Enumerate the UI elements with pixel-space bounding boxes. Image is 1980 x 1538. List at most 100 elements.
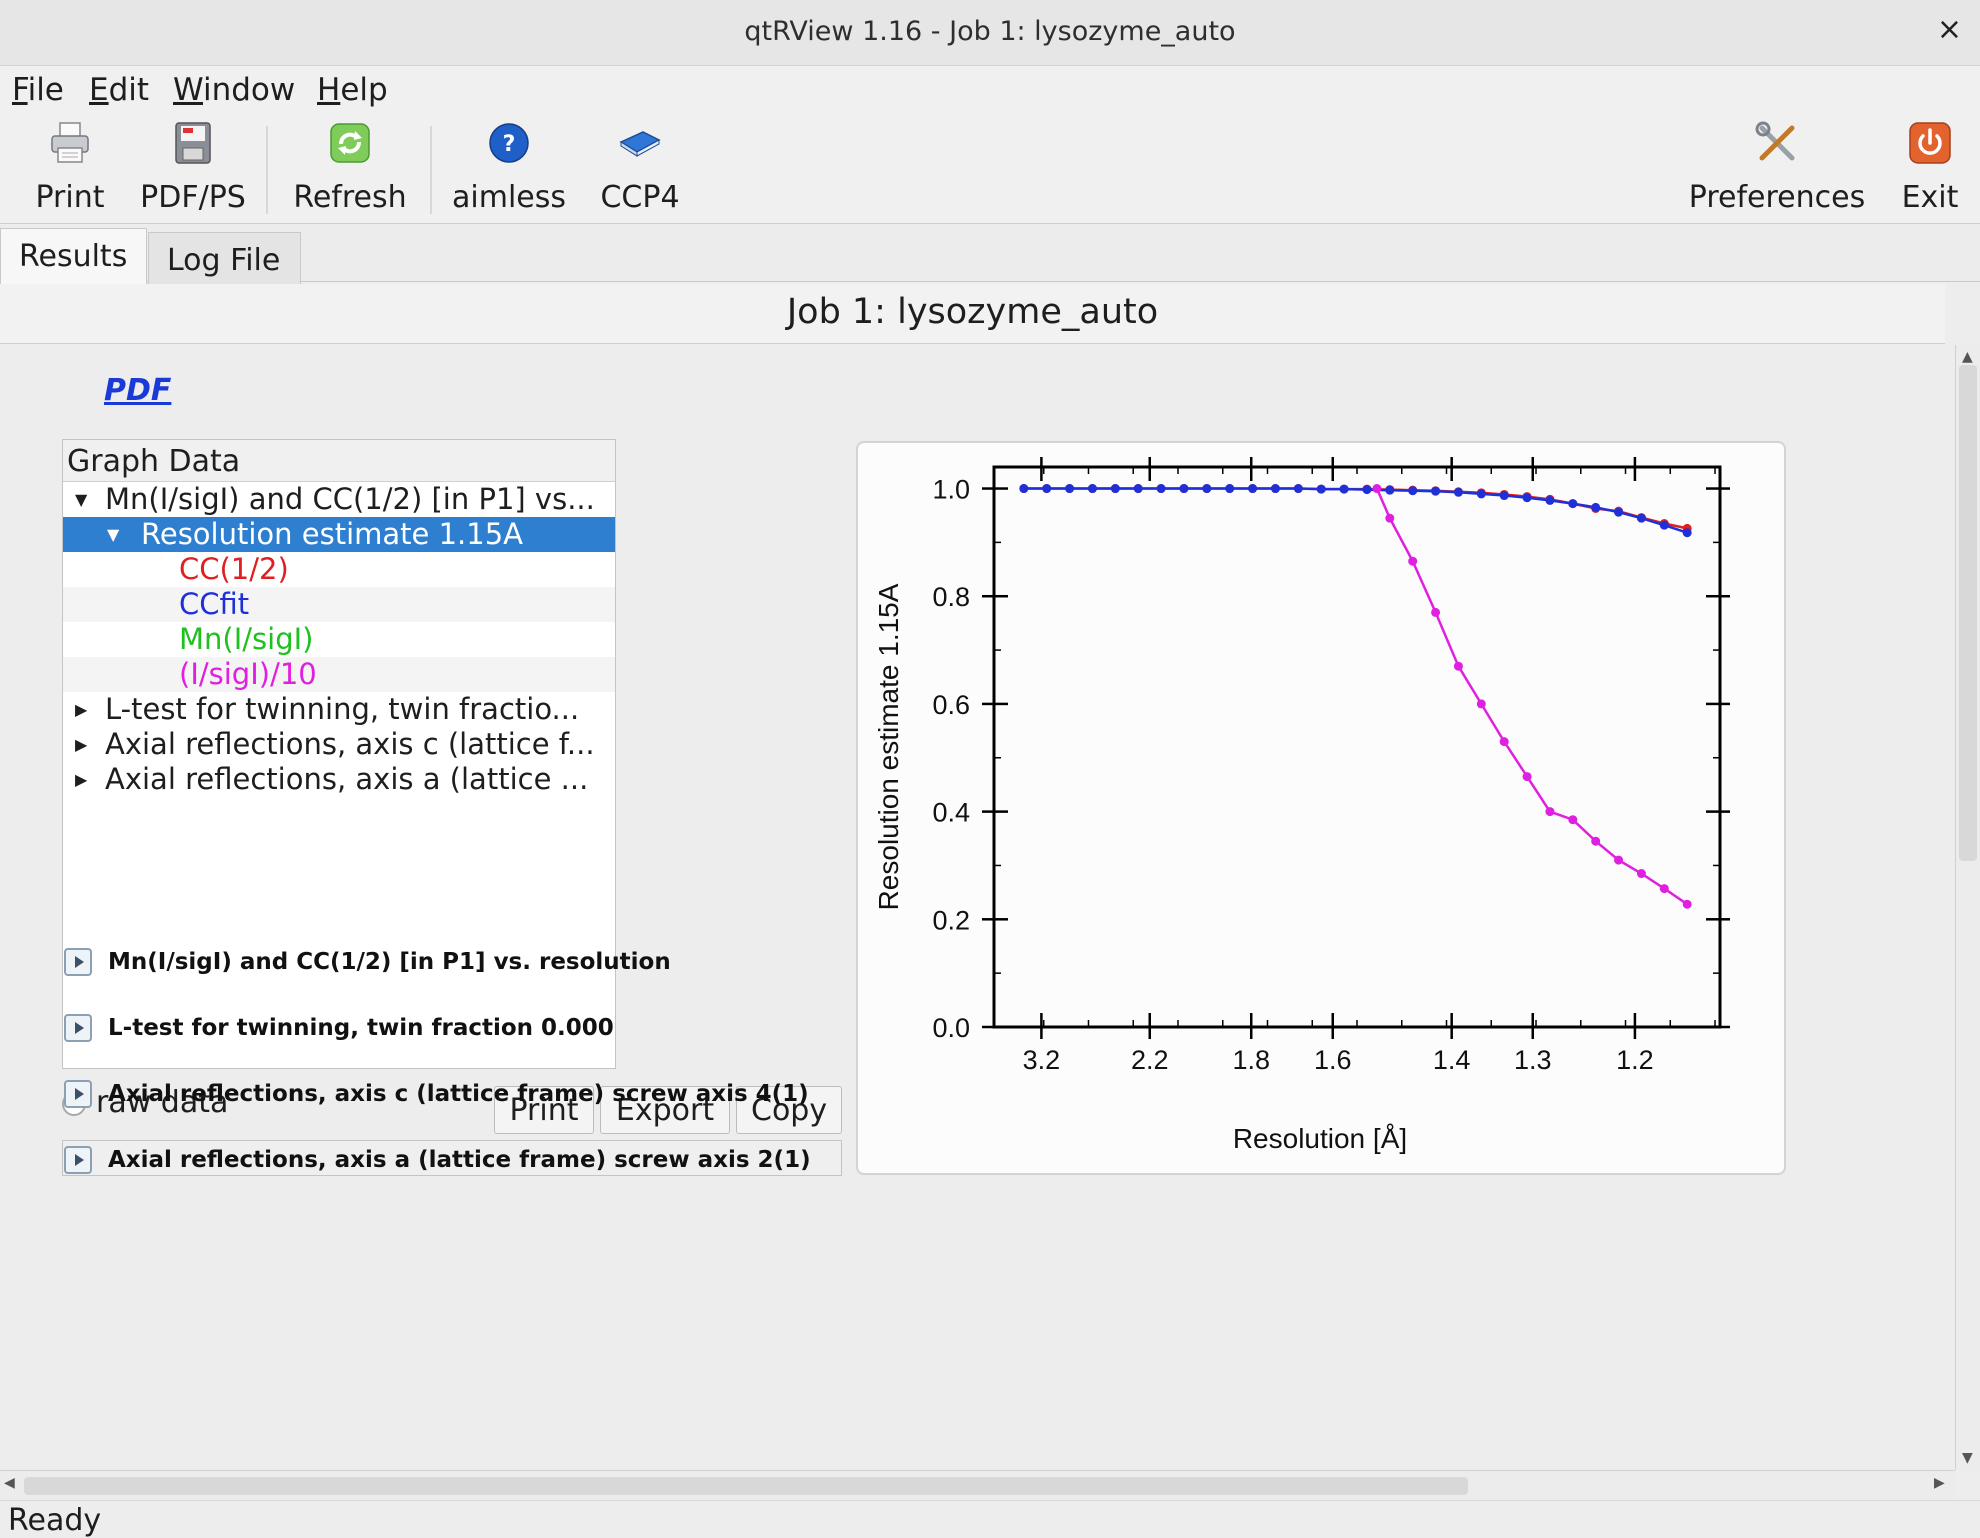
section-mn-isigi-resolution[interactable]: Mn(I/sigI) and CC(1/2) [in P1] vs. resol… <box>64 948 671 976</box>
tools-icon <box>1755 121 1795 161</box>
expand-icon[interactable] <box>64 948 92 976</box>
tree-item-cc-half[interactable]: CC(1/2) <box>179 552 289 586</box>
expand-icon[interactable] <box>64 1014 92 1042</box>
save-pdf-icon <box>175 122 211 164</box>
data-point-ccfit <box>1156 484 1166 494</box>
close-icon[interactable]: × <box>1936 12 1962 47</box>
expand-icon[interactable] <box>64 1080 92 1108</box>
print-label: Print <box>35 180 105 215</box>
collapsed-arrow-icon[interactable]: ▶ <box>75 770 88 789</box>
vertical-scroll-thumb[interactable] <box>1959 365 1977 861</box>
expand-icon[interactable] <box>64 1146 92 1174</box>
power-icon <box>1909 122 1951 164</box>
refresh-button[interactable]: Refresh <box>290 120 410 220</box>
data-point-ccfit <box>1225 484 1235 494</box>
data-point-i-sigi-10 <box>1636 869 1646 879</box>
data-point-ccfit <box>1614 507 1624 517</box>
data-point-i-sigi-10 <box>1522 772 1532 782</box>
data-point-ccfit <box>1659 520 1669 530</box>
tree-item-mn-isigi[interactable]: Mn(I/sigI) <box>179 622 314 656</box>
menu-help[interactable]: Help <box>317 72 388 108</box>
data-point-ccfit <box>1042 484 1052 494</box>
y-tick-label: 0.2 <box>932 905 970 935</box>
tree-item-axial-a[interactable]: ▶ Axial reflections, axis a (lattice ... <box>75 762 589 796</box>
graph-copy-button[interactable]: Copy <box>736 1086 842 1134</box>
refresh-icon <box>330 123 370 163</box>
pdfps-button[interactable]: PDF/PS <box>138 120 248 220</box>
collapsed-arrow-icon[interactable]: ▶ <box>75 735 88 754</box>
data-point-i-sigi-10 <box>1659 884 1669 894</box>
collapsed-arrow-icon[interactable]: ▶ <box>75 700 88 719</box>
tab-bar: Results Log File <box>0 226 1980 286</box>
data-point-ccfit <box>1248 484 1258 494</box>
exit-button[interactable]: Exit <box>1896 120 1964 220</box>
x-axis-label: Resolution [Å] <box>1233 1123 1407 1154</box>
data-point-ccfit <box>1133 484 1143 494</box>
scroll-up-icon[interactable]: ▲ <box>1962 349 1973 365</box>
scroll-left-icon[interactable]: ◀ <box>4 1475 15 1491</box>
results-content: PDF Graph Data ▼ Mn(I/sigI) and CC(1/2) … <box>0 345 1945 1470</box>
data-point-i-sigi-10 <box>1614 855 1624 865</box>
tree-item-ccfit[interactable]: CCfit <box>63 587 615 622</box>
title-bar: qtRView 1.16 - Job 1: lysozyme_auto × <box>0 0 1980 66</box>
x-ticks: 3.2 2.2 1.8 1.6 1.4 1.3 1.2 <box>1023 457 1716 1075</box>
page-title: Job 1: lysozyme_auto <box>786 292 1159 332</box>
data-point-ccfit <box>1385 485 1395 495</box>
horizontal-scrollbar[interactable]: ◀ ▶ <box>0 1470 1955 1500</box>
y-tick-label: 0.6 <box>932 690 970 720</box>
y-axis-label: Resolution estimate 1.15A <box>873 583 904 910</box>
data-point-ccfit <box>1179 484 1189 494</box>
scroll-right-icon[interactable]: ▶ <box>1934 1475 1945 1491</box>
tab-log-file[interactable]: Log File <box>148 232 301 286</box>
status-text: Ready <box>8 1503 102 1538</box>
menu-window[interactable]: Window <box>173 72 296 108</box>
aimless-button[interactable]: ? aimless <box>452 120 566 220</box>
data-point-ccfit <box>1682 528 1692 538</box>
tree-item-mn-isigi-vs[interactable]: ▼ Mn(I/sigI) and CC(1/2) [in P1] vs... <box>75 482 595 516</box>
data-point-i-sigi-10 <box>1431 607 1441 617</box>
data-point-i-sigi-10 <box>1372 484 1382 494</box>
data-point-i-sigi-10 <box>1682 899 1692 909</box>
x-tick-label: 1.4 <box>1433 1045 1471 1075</box>
x-tick-label: 3.2 <box>1023 1045 1061 1075</box>
tree-item-l-test[interactable]: ▶ L-test for twinning, twin fractio... <box>75 692 580 726</box>
ccp4-button[interactable]: CCP4 <box>596 120 684 220</box>
data-point-ccfit <box>1202 484 1212 494</box>
data-point-ccfit <box>1065 484 1075 494</box>
resolution-chart: 3.2 2.2 1.8 1.6 1.4 1.3 1.2 0.0 0.2 0.4 0.6 0.8 1.0… <box>873 457 1730 1154</box>
y-tick-label: 0.0 <box>932 1013 970 1043</box>
tree-item-isigi-10[interactable]: (I/sigI)/10 <box>63 657 615 692</box>
expanded-arrow-icon[interactable]: ▼ <box>75 490 88 509</box>
section-l-test[interactable]: L-test for twinning, twin fraction 0.000 <box>64 1014 614 1042</box>
data-point-ccfit <box>1522 493 1532 503</box>
menu-file[interactable]: File <box>12 72 64 108</box>
data-point-ccfit <box>1316 484 1326 494</box>
tree-item-axial-c[interactable]: ▶ Axial reflections, axis c (lattice f..… <box>75 727 595 761</box>
refresh-label: Refresh <box>293 180 407 215</box>
preferences-button[interactable]: Preferences <box>1688 120 1866 220</box>
page-header: Job 1: lysozyme_auto <box>0 284 1945 344</box>
data-point-ccfit <box>1636 513 1646 523</box>
window-title: qtRView 1.16 - Job 1: lysozyme_auto <box>744 16 1236 47</box>
tab-results[interactable]: Results <box>0 228 147 284</box>
data-point-ccfit <box>1110 484 1120 494</box>
section-axial-a[interactable]: Axial reflections, axis a (lattice frame… <box>64 1146 811 1174</box>
graph-export-button[interactable]: Export <box>600 1086 730 1134</box>
graph-print-button[interactable]: Print <box>494 1086 594 1134</box>
vertical-scrollbar[interactable]: ▲ ▼ <box>1955 345 1980 1470</box>
toolbar-separator <box>430 126 432 214</box>
pdf-link[interactable]: PDF <box>104 373 172 408</box>
expanded-arrow-icon[interactable]: ▼ <box>107 525 120 544</box>
print-button[interactable]: Print <box>28 120 112 220</box>
menu-edit[interactable]: Edit <box>89 72 150 108</box>
data-point-ccfit <box>1270 484 1280 494</box>
data-point-ccfit <box>1339 484 1349 494</box>
horizontal-scroll-thumb[interactable] <box>24 1477 1468 1495</box>
series-line-i-sigi-10 <box>1375 488 1688 906</box>
y-tick-label: 0.8 <box>932 582 970 612</box>
data-point-i-sigi-10 <box>1591 836 1601 846</box>
svg-text:?: ? <box>503 132 516 157</box>
section-axial-c[interactable]: Axial reflections, axis c (lattice frame… <box>64 1080 809 1108</box>
scroll-down-icon[interactable]: ▼ <box>1962 1450 1973 1466</box>
tree-item-resolution-estimate[interactable]: ▼ Resolution estimate 1.15A <box>63 517 615 552</box>
